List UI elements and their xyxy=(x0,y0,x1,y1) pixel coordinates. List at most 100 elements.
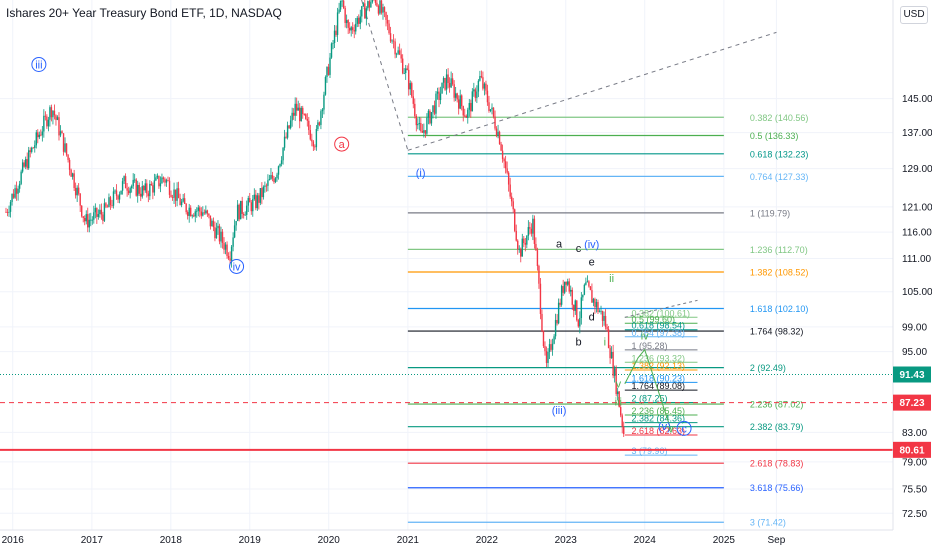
candle-body xyxy=(424,130,427,134)
candle-body xyxy=(276,174,278,179)
candle-body xyxy=(32,147,34,149)
candle-body xyxy=(268,179,271,181)
candle-body xyxy=(553,336,555,344)
candle-body xyxy=(606,326,608,330)
candle-body xyxy=(406,68,408,70)
candle-body xyxy=(408,69,410,90)
candle-body xyxy=(305,114,307,119)
current-price-tag-label: 91.43 xyxy=(899,370,924,381)
candle-body xyxy=(532,218,534,234)
candle-body xyxy=(563,281,566,293)
current-price-tag xyxy=(893,366,931,383)
y-tick-label: 137.00 xyxy=(902,128,932,139)
wave-label-circle xyxy=(334,136,350,152)
candle-body xyxy=(414,103,416,116)
trend-lines xyxy=(0,0,893,451)
candle-body xyxy=(551,343,554,350)
candle-body xyxy=(600,310,602,312)
fib-level-label: 0.382 (140.56) xyxy=(750,113,809,123)
candle-body xyxy=(450,78,452,88)
candle-body xyxy=(318,122,321,125)
candle-body xyxy=(536,250,539,267)
candle-body xyxy=(591,290,593,303)
candle-body xyxy=(50,107,53,118)
candle-body xyxy=(539,283,542,314)
candle-body xyxy=(241,200,243,214)
candle-body xyxy=(368,1,371,8)
candle-body xyxy=(364,3,366,19)
candle-body xyxy=(613,368,616,376)
candle-body xyxy=(583,284,586,295)
candle-body xyxy=(93,212,95,220)
currency-button[interactable]: USD xyxy=(900,6,928,24)
candle-body xyxy=(44,115,47,117)
candle-body xyxy=(40,134,42,136)
candle-body xyxy=(338,9,340,13)
candle-body xyxy=(309,130,312,140)
candle-body xyxy=(570,289,572,292)
candle-body xyxy=(335,30,337,35)
candle-body xyxy=(102,214,104,221)
candle-body xyxy=(554,319,557,337)
wave-label: v xyxy=(616,378,622,390)
candle-body xyxy=(37,132,39,138)
candle-body xyxy=(535,243,537,251)
candle-body xyxy=(5,211,7,213)
candle-body xyxy=(127,190,130,194)
candle-body xyxy=(153,180,156,193)
y-tick-label: 116.00 xyxy=(902,228,932,239)
candle-body xyxy=(226,244,228,256)
candle-body xyxy=(464,115,466,117)
candle-body xyxy=(352,27,354,31)
candle-body xyxy=(380,0,383,13)
candle-body xyxy=(332,42,334,44)
candle-body xyxy=(156,175,159,178)
candle-body xyxy=(161,177,163,184)
candle-body xyxy=(588,281,590,287)
fib2-level-label: 1.764 (89.08) xyxy=(632,381,686,391)
candle-body xyxy=(545,351,548,363)
candle-body xyxy=(398,50,401,55)
candle-body xyxy=(294,103,296,116)
candle-body xyxy=(526,235,528,245)
wave-label: a xyxy=(339,139,346,151)
candle-body xyxy=(17,188,19,194)
wave-label: v xyxy=(668,423,674,435)
y-tick-label: 99.00 xyxy=(902,322,927,333)
candle-body xyxy=(538,266,540,284)
candle-body xyxy=(258,195,260,203)
x-tick-label: 2019 xyxy=(239,535,262,546)
candle-body xyxy=(190,207,192,217)
chart-title: Ishares 20+ Year Treasury Bond ETF, 1D, … xyxy=(6,6,282,20)
candle-body xyxy=(105,203,107,207)
candle-body xyxy=(133,179,136,181)
candle-body xyxy=(114,190,116,192)
candle-body xyxy=(196,210,198,212)
candle-body xyxy=(580,297,583,318)
candle-body xyxy=(494,116,496,129)
candle-body xyxy=(595,302,598,308)
candle-body xyxy=(109,197,112,206)
candle-body xyxy=(518,248,520,250)
candle-body xyxy=(501,150,504,159)
candle-body xyxy=(574,300,576,311)
dashed-trendline xyxy=(407,31,777,151)
candle-body xyxy=(271,175,274,179)
candle-body xyxy=(76,187,78,196)
candle-body xyxy=(61,131,63,134)
candle-body xyxy=(197,207,199,211)
candle-body xyxy=(597,302,599,312)
wave-label-circle xyxy=(31,56,47,72)
candle-body xyxy=(451,78,454,85)
candle-body xyxy=(291,112,293,121)
candle-body xyxy=(140,193,142,197)
candle-body xyxy=(582,294,584,298)
candle-body xyxy=(81,205,83,217)
candle-body xyxy=(88,219,90,228)
candle-body xyxy=(159,183,162,187)
candle-body xyxy=(498,131,501,145)
candle-body xyxy=(495,128,498,137)
fib2-level-label: 2.382 (84.36) xyxy=(632,414,686,424)
candle-body xyxy=(249,198,251,203)
